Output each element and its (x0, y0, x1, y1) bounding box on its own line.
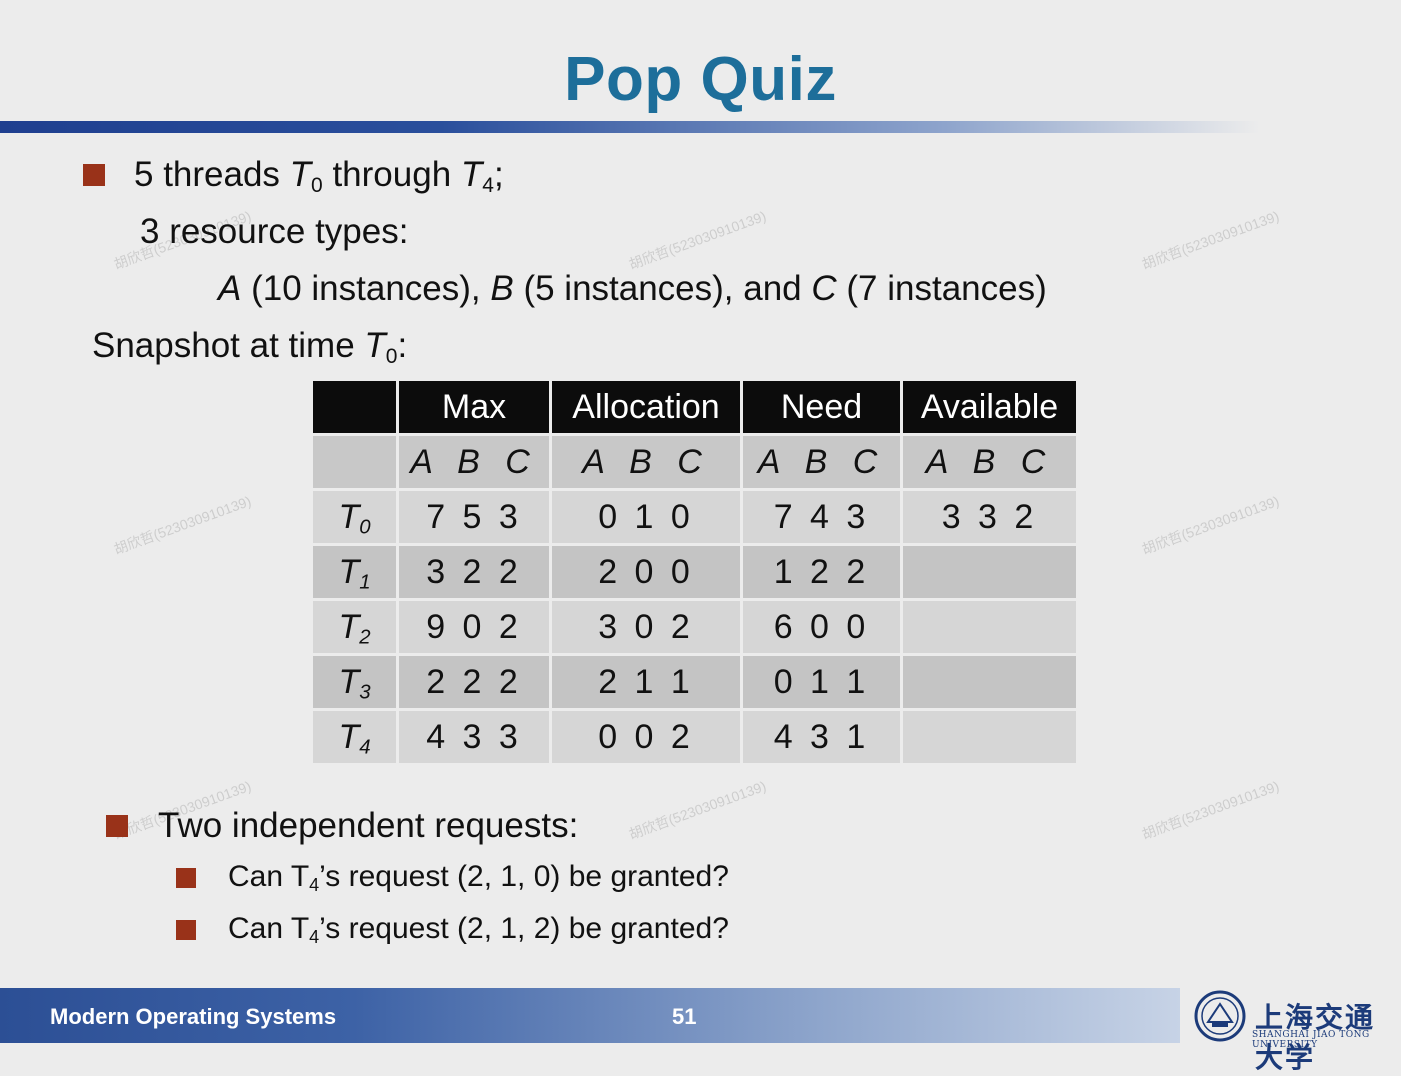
table-row: T3 2 2 2 2 1 1 0 1 1 (310, 653, 1079, 711)
max-cell: 7 5 3 (396, 488, 552, 546)
available-cell (900, 543, 1079, 601)
thread-cell: T2 (310, 598, 399, 656)
max-cell: 2 2 2 (396, 653, 552, 711)
need-cell: 0 1 1 (740, 653, 903, 711)
available-cell (900, 653, 1079, 711)
need-cell: 1 2 2 (740, 543, 903, 601)
university-name-en: SHANGHAI JIAO TONG UNIVERSITY (1252, 1030, 1370, 1050)
instances-line: A (10 instances), B (5 instances), and C… (218, 269, 1047, 308)
thread-cell: T4 (310, 708, 399, 766)
subheader-cell: A B C (740, 433, 903, 491)
need-cell: 6 0 0 (740, 598, 903, 656)
university-seal-icon (1194, 990, 1246, 1042)
subheader-cell: A B C (900, 433, 1079, 491)
slide-title: Pop Quiz (564, 45, 837, 114)
max-cell: 9 0 2 (396, 598, 552, 656)
allocation-cell: 0 0 2 (549, 708, 743, 766)
watermark: 胡欣哲(523030910139) (626, 207, 769, 273)
title-divider (0, 121, 1260, 133)
allocation-cell: 0 1 0 (549, 488, 743, 546)
page-number: 51 (672, 1004, 697, 1029)
bullet-icon (176, 868, 196, 888)
watermark: 胡欣哲(523030910139) (626, 777, 769, 843)
thread-cell: T3 (310, 653, 399, 711)
header-cell (310, 378, 399, 436)
allocation-cell: 2 0 0 (549, 543, 743, 601)
available-cell (900, 598, 1079, 656)
need-cell: 7 4 3 (740, 488, 903, 546)
requests-heading: Two independent requests: (158, 806, 579, 845)
request-question-2: Can T4’s request (2, 1, 2) be granted? (228, 912, 729, 948)
table-header-row: Max Allocation Need Available (310, 378, 1079, 436)
allocation-cell: 3 0 2 (549, 598, 743, 656)
bullet-icon (83, 164, 105, 186)
thread-cell: T1 (310, 543, 399, 601)
table-row: T0 7 5 3 0 1 0 7 4 3 3 3 2 (310, 488, 1079, 546)
thread-cell: T0 (310, 488, 399, 546)
bullet-icon (106, 815, 128, 837)
header-cell: Available (900, 378, 1079, 436)
footer-bar (0, 988, 1180, 1043)
resource-table: Max Allocation Need Available A B C A B … (310, 378, 1079, 766)
course-name: Modern Operating Systems (50, 1004, 337, 1029)
available-cell (900, 708, 1079, 766)
snapshot-line: Snapshot at time T0: (92, 326, 408, 368)
threads-line: 5 threads T0 through T4; (134, 155, 504, 197)
watermark: 胡欣哲(523030910139) (1139, 777, 1282, 843)
watermark: 胡欣哲(523030910139) (1139, 492, 1282, 558)
watermark: 胡欣哲(523030910139) (111, 492, 254, 558)
header-cell: Max (396, 378, 552, 436)
need-cell: 4 3 1 (740, 708, 903, 766)
allocation-cell: 2 1 1 (549, 653, 743, 711)
bullet-icon (176, 920, 196, 940)
table-row: T2 9 0 2 3 0 2 6 0 0 (310, 598, 1079, 656)
max-cell: 3 2 2 (396, 543, 552, 601)
table-row: T1 3 2 2 2 0 0 1 2 2 (310, 543, 1079, 601)
subheader-cell: A B C (549, 433, 743, 491)
max-cell: 4 3 3 (396, 708, 552, 766)
header-cell: Allocation (549, 378, 743, 436)
header-cell: Need (740, 378, 903, 436)
watermark: 胡欣哲(523030910139) (1139, 207, 1282, 273)
available-cell: 3 3 2 (900, 488, 1079, 546)
subheader-cell: A B C (396, 433, 552, 491)
resource-types-line: 3 resource types: (140, 212, 409, 251)
request-question-1: Can T4’s request (2, 1, 0) be granted? (228, 860, 729, 896)
subheader-cell (310, 433, 399, 491)
table-subheader-row: A B C A B C A B C A B C (310, 433, 1079, 491)
table-row: T4 4 3 3 0 0 2 4 3 1 (310, 708, 1079, 766)
